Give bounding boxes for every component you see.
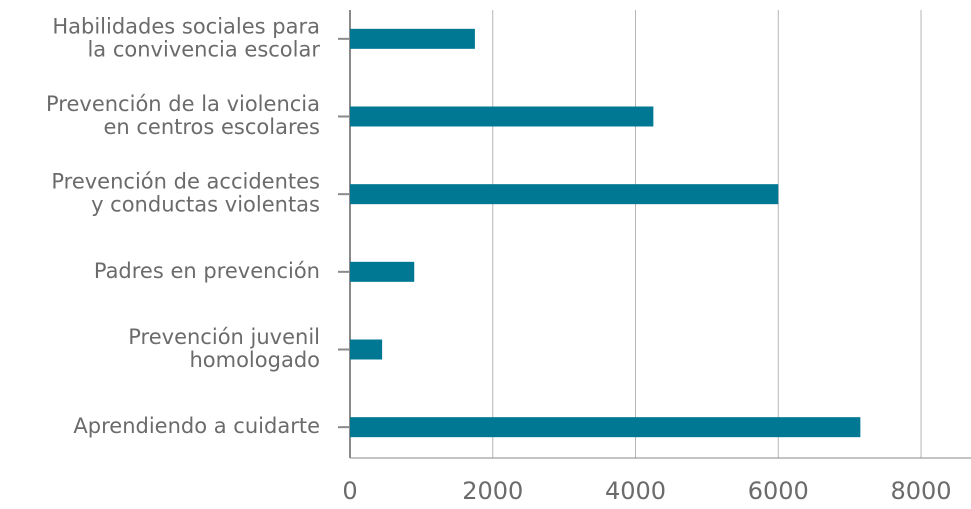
y-tick-label: Habilidades sociales para la convivencia …: [52, 14, 320, 61]
bar: [350, 106, 654, 127]
y-tick-label: Aprendiendo a cuidarte: [73, 414, 320, 438]
y-tick-label-line: homologado: [189, 348, 320, 372]
y-tick-label-line: Padres en prevención: [94, 259, 320, 283]
bar: [350, 28, 475, 49]
y-tick-label-line: Prevención de la violencia: [46, 92, 320, 116]
y-tick-label-line: en centros escolares: [103, 115, 320, 139]
x-tick-label: 0: [342, 477, 357, 505]
bar: [350, 339, 383, 360]
y-tick-label-line: la convivencia escolar: [87, 37, 320, 61]
bar: [350, 417, 861, 438]
y-tick-label-line: Prevención juvenil: [128, 325, 320, 349]
x-tick-label: 4000: [605, 477, 666, 505]
y-tick-label-line: Habilidades sociales para: [52, 14, 320, 38]
y-tick-label: Prevención de accidentes y conductas viol…: [51, 170, 320, 217]
bar: [350, 184, 779, 205]
x-tick-label: 8000: [890, 477, 951, 505]
y-tick-label-line: Prevención de accidentes: [51, 170, 320, 194]
y-tick-label-line: Aprendiendo a cuidarte: [73, 414, 320, 438]
y-tick-label-line: y conductas violentas: [91, 193, 320, 217]
x-tick-label: 2000: [462, 477, 523, 505]
y-tick-label: Padres en prevención: [94, 259, 320, 283]
y-tick-label: Prevención de la violencia en centros esc…: [46, 92, 320, 139]
bar: [350, 261, 415, 282]
y-tick-label: Prevención juvenil homologado: [128, 325, 320, 372]
x-tick-label: 6000: [748, 477, 809, 505]
